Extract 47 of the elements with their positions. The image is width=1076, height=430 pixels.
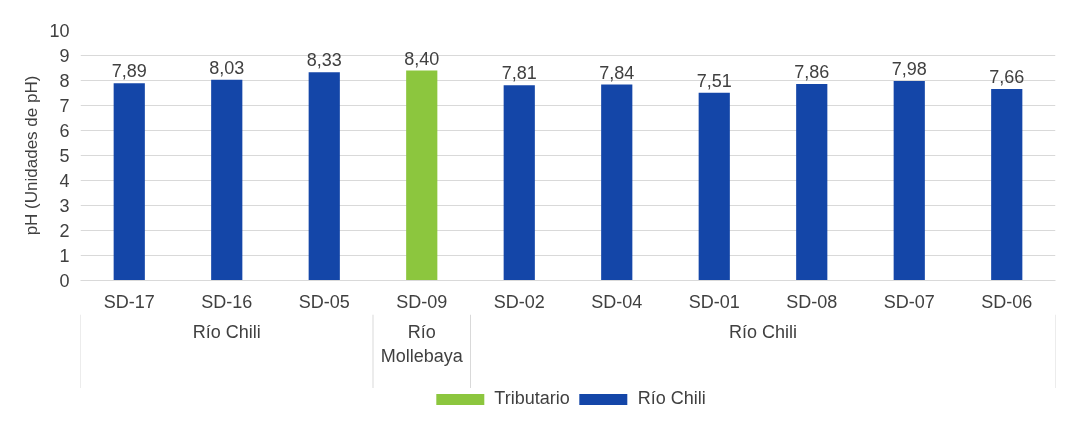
data-label: 7,66 [989,67,1025,87]
y-tick-label: 10 [49,21,70,41]
data-label: 7,81 [501,63,537,84]
legend-label: Tributario [494,388,570,409]
x-tick-label: SD-01 [688,291,740,312]
y-tick-label: 0 [59,271,70,291]
bar [211,79,243,281]
x-tick-label: SD-09 [396,291,448,312]
y-tick-label: 1 [59,246,70,266]
data-label: 8,33 [306,50,342,71]
bar [113,83,145,281]
legend-label: Río Chili [637,388,706,409]
x-tick-label: SD-16 [201,291,253,312]
x-tick-label: SD-05 [298,291,350,312]
bar [503,85,535,281]
bar [698,92,730,281]
bar [308,72,340,281]
bar [796,84,828,281]
y-tick-label: 8 [59,71,70,91]
x-tick-label: SD-08 [786,291,838,312]
x-tick-label: SD-06 [981,291,1033,312]
x-tick-label: SD-02 [493,291,545,312]
data-label: 7,51 [696,70,732,91]
bar [991,89,1023,281]
x-tick-label: SD-04 [591,291,643,312]
text: Río Chili [192,321,261,342]
y-tick-label: 2 [59,221,70,241]
data-label: 7,98 [891,59,927,79]
y-tick-label: 5 [59,146,70,166]
data-label: 7,89 [111,61,147,82]
data-label: 7,86 [794,62,830,82]
data-label: 8,03 [209,57,245,78]
y-tick-label: 4 [59,171,70,191]
y-tick-label: 7 [59,96,70,116]
data-label: 7,84 [599,62,635,83]
bar [601,84,633,281]
text: Río Mollebaya [380,321,464,366]
x-tick-label: SD-17 [103,291,155,312]
y-tick-label: 9 [59,46,70,66]
bar [406,70,438,281]
data-label: 8,40 [404,48,440,69]
y-tick-label: 3 [59,196,70,216]
x-tick-label: SD-07 [883,291,935,312]
y-tick-label: 6 [59,121,70,141]
y-axis-title: pH (Unidades de pH) [22,75,42,236]
text: Río Chili [728,321,798,342]
bar [893,81,925,281]
